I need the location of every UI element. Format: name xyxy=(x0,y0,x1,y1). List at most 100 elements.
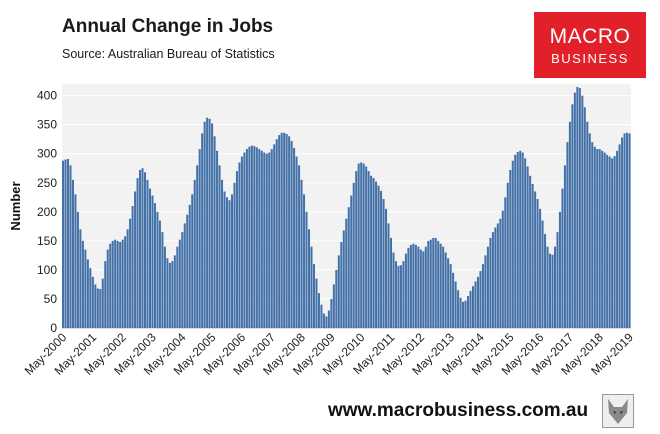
bar xyxy=(146,179,149,328)
bar xyxy=(628,133,631,328)
bar xyxy=(462,301,465,328)
bar xyxy=(283,132,286,328)
bar xyxy=(312,264,315,328)
bar xyxy=(442,246,445,328)
bar xyxy=(469,290,472,328)
logo-macro-text: MACRO xyxy=(549,25,631,48)
bar xyxy=(211,123,214,328)
bar xyxy=(290,140,293,328)
bar xyxy=(176,246,179,328)
bar xyxy=(414,244,417,328)
bar xyxy=(315,278,318,328)
bar xyxy=(163,246,166,328)
bar xyxy=(553,246,557,328)
bar xyxy=(148,188,152,328)
bar xyxy=(327,310,330,328)
bar xyxy=(516,151,519,328)
bar xyxy=(89,268,92,328)
bar xyxy=(352,182,355,328)
bar xyxy=(111,240,114,328)
bar xyxy=(116,240,119,328)
bar xyxy=(248,146,251,328)
y-axis-ticks: 0 50 100 150 200 250 300 350 400 xyxy=(37,89,57,335)
logo-business-text: BUSINESS xyxy=(551,51,629,66)
bar xyxy=(322,313,325,328)
bar xyxy=(62,160,65,328)
bar xyxy=(616,150,619,328)
bar xyxy=(114,239,117,328)
bar xyxy=(99,289,102,328)
bar xyxy=(447,258,450,328)
bar xyxy=(476,276,479,328)
bar xyxy=(511,160,514,328)
bar xyxy=(213,136,216,328)
bar xyxy=(203,121,206,328)
bar xyxy=(573,92,576,329)
bar xyxy=(124,236,127,328)
bar xyxy=(153,203,156,328)
bar xyxy=(626,132,629,328)
bar xyxy=(106,249,109,328)
bar xyxy=(245,149,248,328)
bar xyxy=(593,146,596,328)
bar xyxy=(166,258,169,328)
bar xyxy=(275,139,278,328)
bar xyxy=(546,246,549,328)
bar xyxy=(419,249,422,328)
bar xyxy=(191,194,194,328)
bar xyxy=(380,190,383,328)
bar xyxy=(598,149,601,328)
y-tick-label: 400 xyxy=(37,89,57,103)
bar xyxy=(183,223,186,328)
bar xyxy=(563,165,566,328)
bar xyxy=(136,178,139,328)
bar xyxy=(243,152,246,328)
bar xyxy=(397,265,400,328)
bar xyxy=(278,135,281,328)
bar xyxy=(347,207,350,328)
bar xyxy=(568,121,571,328)
bar xyxy=(193,179,196,328)
bar xyxy=(372,178,375,328)
bar xyxy=(79,229,82,328)
bar xyxy=(618,144,621,328)
macrobusiness-logo: MACRO BUSINESS xyxy=(534,12,646,78)
bar xyxy=(367,171,370,328)
bar xyxy=(365,166,368,328)
bar xyxy=(196,165,199,328)
bar xyxy=(531,183,534,328)
bar xyxy=(427,240,430,328)
bar xyxy=(161,232,164,328)
bar xyxy=(360,162,363,328)
bar xyxy=(385,208,388,328)
bar xyxy=(208,118,211,328)
bar xyxy=(320,304,323,328)
annual-change-bar-chart: 0 50 100 150 200 250 300 350 400 May-2000May-200… xyxy=(8,84,636,378)
bar xyxy=(131,206,134,328)
bar xyxy=(235,171,238,328)
bar xyxy=(514,154,517,328)
bar xyxy=(71,179,74,328)
y-tick-label: 100 xyxy=(37,263,57,277)
bar xyxy=(119,242,122,328)
bar xyxy=(260,150,263,328)
bar xyxy=(529,175,532,328)
bar xyxy=(238,162,241,328)
chart-subtitle: Source: Australian Bureau of Statistics xyxy=(62,47,275,61)
footer-url: www.macrobusiness.com.au xyxy=(328,400,589,421)
bar xyxy=(402,261,405,328)
y-tick-label: 350 xyxy=(37,118,57,132)
bar xyxy=(459,297,462,328)
bar xyxy=(69,165,72,328)
bar xyxy=(449,264,452,328)
bar xyxy=(223,191,226,328)
bar xyxy=(310,246,313,328)
bar xyxy=(439,243,442,328)
bar xyxy=(263,152,266,328)
bar xyxy=(206,117,209,328)
bar xyxy=(424,246,427,328)
bar xyxy=(265,153,268,328)
bar xyxy=(335,269,338,328)
bar xyxy=(303,194,306,328)
bar xyxy=(178,239,181,328)
